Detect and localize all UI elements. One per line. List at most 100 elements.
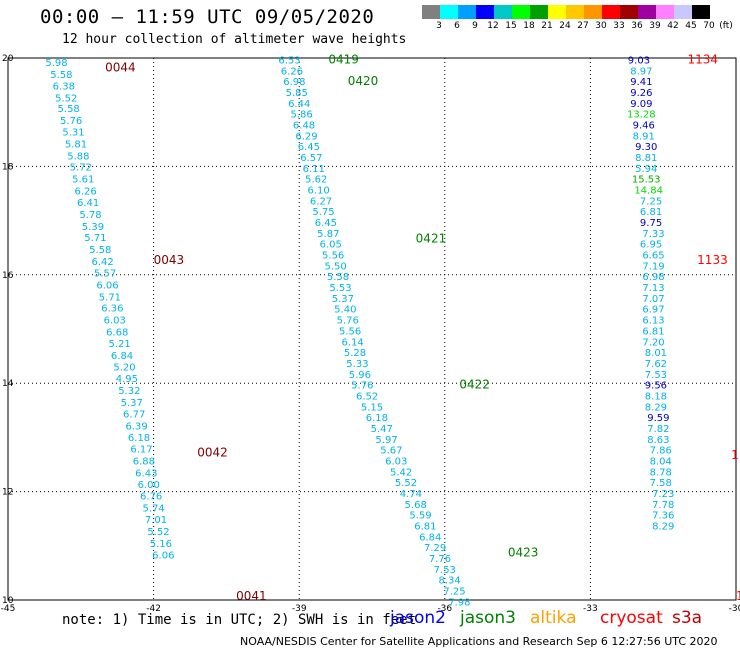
- chart-subtitle: 12 hour collection of altimeter wave hei…: [62, 32, 407, 47]
- pass-time-label: 0044: [105, 61, 136, 75]
- wave-height-label: 8.04: [650, 457, 672, 468]
- wave-height-label: 6.38: [53, 81, 75, 92]
- chart-title: 00:00 – 11:59 UTC 09/05/2020: [40, 6, 375, 28]
- wave-height-label: 5.76: [351, 381, 373, 392]
- wave-height-label: 5.88: [67, 151, 89, 162]
- wave-height-label: 5.28: [344, 348, 366, 359]
- wave-height-label: 6.00: [138, 480, 160, 491]
- wave-height-label: 9.46: [633, 120, 655, 131]
- wave-height-label: 7.58: [650, 478, 672, 489]
- wave-height-label: 8.91: [633, 131, 655, 142]
- wave-height-label: 5.56: [339, 326, 361, 337]
- wave-height-label: 5.98: [45, 58, 67, 69]
- wave-height-label: 9.75: [640, 218, 662, 229]
- x-tick-label: -33: [583, 604, 598, 614]
- pass-time-label: 1133: [697, 253, 728, 267]
- wave-height-label: 6.45: [298, 142, 320, 153]
- pass-time-label: 11: [736, 589, 740, 603]
- colorbar-unit: (ft): [719, 21, 733, 31]
- colorbar-swatch: [512, 5, 530, 19]
- y-tick-label: 14: [2, 379, 14, 389]
- wave-height-label: 5.58: [58, 104, 80, 115]
- colorbar-label: 3: [436, 21, 442, 31]
- pass-time-label: 0420: [348, 74, 379, 88]
- colorbar-label: 36: [631, 21, 643, 31]
- wave-height-label: 6.13: [642, 316, 664, 327]
- wave-height-label: 6.57: [300, 153, 322, 164]
- colorbar-swatch: [458, 5, 476, 19]
- wave-height-label: 7.23: [652, 489, 674, 500]
- wave-height-label: 6.39: [125, 421, 147, 432]
- wave-height-label: 5.52: [395, 478, 417, 489]
- wave-height-label: 5.31: [62, 128, 84, 139]
- wave-height-label: 5.96: [349, 370, 371, 381]
- pass-time-label: 0043: [154, 253, 185, 267]
- colorbar-label: 18: [523, 21, 535, 31]
- wave-height-label: 6.11: [303, 164, 325, 175]
- wave-height-label: 7.29: [424, 543, 446, 554]
- wave-height-label: 5.58: [50, 70, 72, 81]
- wave-height-label: 6.81: [642, 326, 664, 337]
- wave-height-label: 5.86: [290, 110, 312, 121]
- wave-height-label: 6.98: [283, 77, 305, 88]
- wave-height-label: 5.68: [405, 500, 427, 511]
- satellite-legend-item: altika: [530, 608, 577, 628]
- y-tick-label: 18: [2, 162, 14, 172]
- wave-height-label: 6.06: [96, 280, 118, 291]
- wave-height-label: 8.29: [645, 402, 667, 413]
- colorbar-swatch: [422, 5, 440, 19]
- x-tick-label: -30: [729, 604, 740, 614]
- wave-height-label: 6.29: [295, 131, 317, 142]
- wave-height-label: 6.42: [92, 257, 114, 268]
- wave-height-label: 7.78: [652, 500, 674, 511]
- colorbar-swatch: [638, 5, 656, 19]
- wave-height-label: 6.52: [356, 391, 378, 402]
- wave-height-label: 4.95: [116, 374, 138, 385]
- pass-time-label: 0422: [459, 378, 490, 392]
- colorbar-swatch: [566, 5, 584, 19]
- wave-height-label: 9.59: [647, 413, 669, 424]
- wave-height-label: 8.18: [645, 391, 667, 402]
- satellite-legend-item: s3a: [672, 608, 703, 628]
- x-tick-label: -42: [146, 604, 161, 614]
- wave-height-label: 7.53: [645, 370, 667, 381]
- wave-height-label: 8.78: [650, 467, 672, 478]
- satellite-legend-item: jason3: [460, 608, 516, 628]
- satellite-legend-item: jason2: [390, 608, 446, 628]
- wave-height-label: 5.87: [317, 229, 339, 240]
- wave-height-label: 7.98: [448, 597, 470, 608]
- wave-height-label: 7.25: [640, 196, 662, 207]
- wave-height-label: 6.05: [320, 240, 342, 251]
- wave-height-label: 6.65: [642, 251, 664, 262]
- wave-height-label: 6.97: [642, 305, 664, 316]
- colorbar-swatch: [692, 5, 710, 19]
- wave-height-label: 7.25: [443, 587, 465, 598]
- wave-height-label: 14.84: [634, 186, 663, 197]
- wave-height-label: 5.58: [327, 272, 349, 283]
- pass-time-label: 0423: [508, 546, 539, 560]
- wave-height-label: 5.47: [371, 424, 393, 435]
- colorbar-swatch: [584, 5, 602, 19]
- wave-height-label: 5.57: [94, 268, 116, 279]
- wave-height-label: 5.62: [305, 175, 327, 186]
- colorbar-label: 15: [505, 21, 517, 31]
- wave-height-label: 6.27: [310, 196, 332, 207]
- wave-height-label: 8.97: [630, 66, 652, 77]
- y-tick-label: 20: [2, 54, 14, 64]
- wave-height-label: 5.76: [60, 116, 82, 127]
- wave-height-label: 7.07: [642, 294, 664, 305]
- wave-height-label: 9.30: [635, 142, 657, 153]
- wave-height-label: 5.53: [329, 283, 351, 294]
- wave-height-label: 6.84: [419, 532, 441, 543]
- pass-time-label: 0421: [416, 231, 447, 245]
- colorbar-label: 42: [667, 21, 679, 31]
- wave-height-label: 6.88: [133, 457, 155, 468]
- pass-time-label: 1134: [687, 52, 718, 66]
- wave-height-label: 5.78: [79, 210, 101, 221]
- wave-height-label: 9.09: [630, 99, 652, 110]
- wave-height-label: 8.29: [652, 522, 674, 533]
- wave-height-label: 6.81: [640, 207, 662, 218]
- colorbar-label: 6: [454, 21, 460, 31]
- wave-height-label: 5.94: [635, 164, 657, 175]
- wave-height-label: 5.15: [361, 402, 383, 413]
